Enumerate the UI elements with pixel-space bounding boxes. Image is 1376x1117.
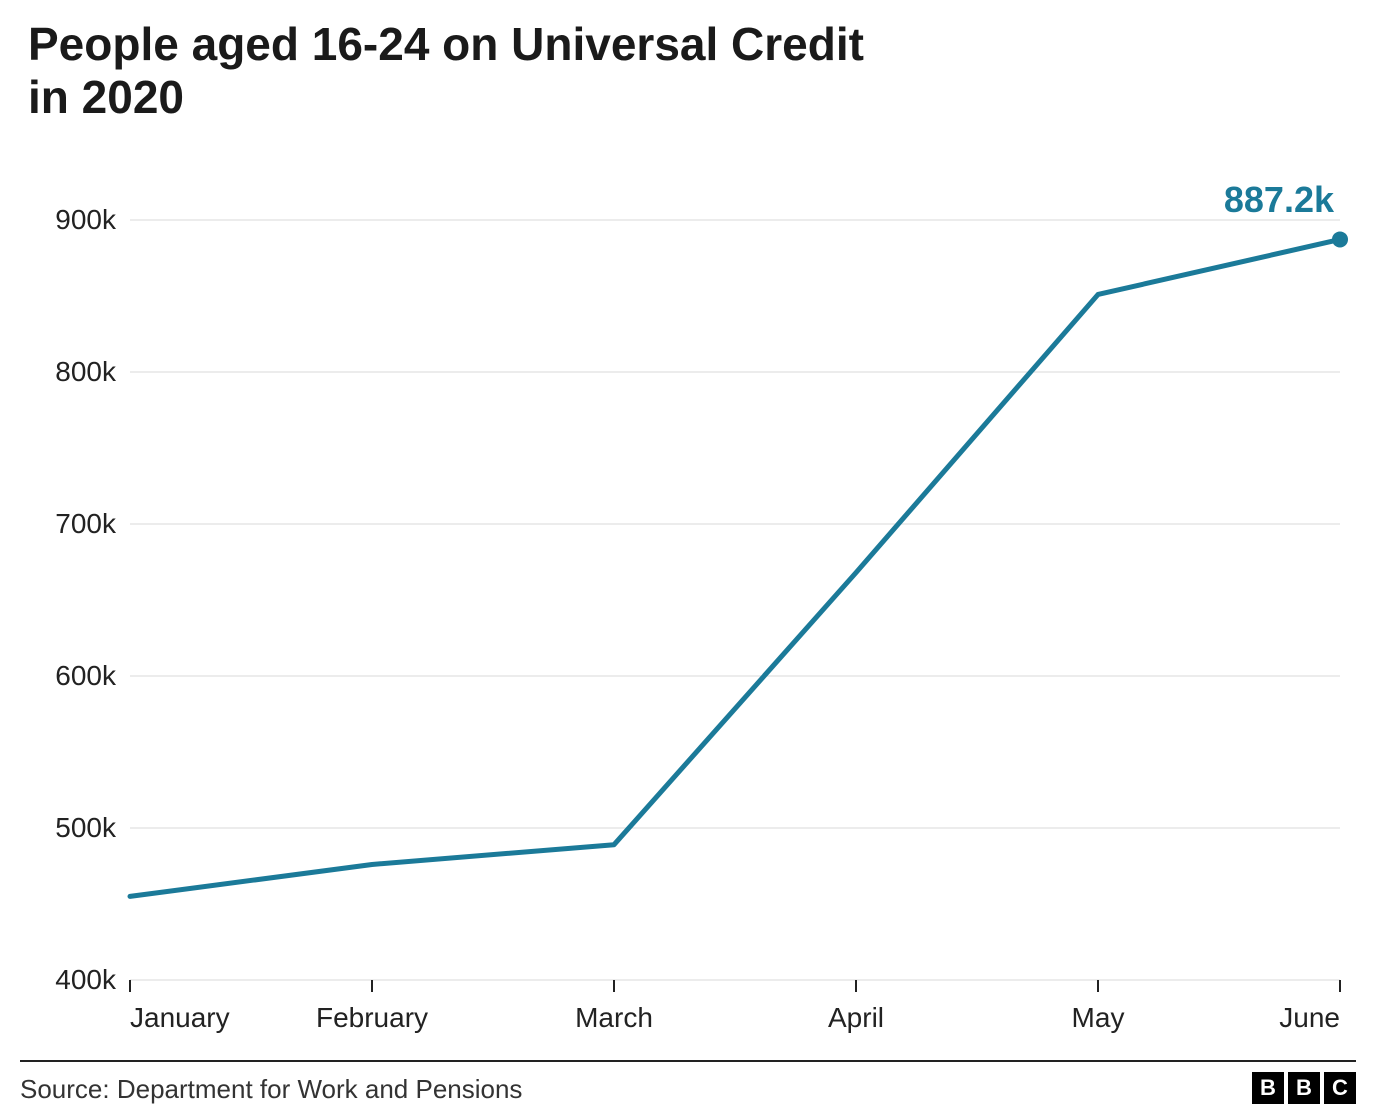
- y-tick-label: 500k: [55, 812, 116, 844]
- chart-container: People aged 16-24 on Universal Credit in…: [0, 0, 1376, 1117]
- y-tick-label: 400k: [55, 964, 116, 996]
- y-tick-label: 900k: [55, 204, 116, 236]
- y-tick-label: 700k: [55, 508, 116, 540]
- y-tick-label: 600k: [55, 660, 116, 692]
- x-tick-label: April: [828, 1002, 884, 1034]
- x-tick-label: March: [575, 1002, 653, 1034]
- chart-svg: [0, 0, 1376, 1117]
- footer-divider: [20, 1060, 1356, 1062]
- bbc-logo: BBC: [1252, 1072, 1356, 1104]
- x-tick-label: January: [130, 1002, 230, 1034]
- x-tick-label: June: [1279, 1002, 1340, 1034]
- x-tick-label: February: [316, 1002, 428, 1034]
- bbc-logo-box: B: [1288, 1072, 1320, 1104]
- bbc-logo-box: C: [1324, 1072, 1356, 1104]
- x-tick-label: May: [1072, 1002, 1125, 1034]
- bbc-logo-box: B: [1252, 1072, 1284, 1104]
- y-tick-label: 800k: [55, 356, 116, 388]
- end-value-annotation: 887.2k: [1224, 179, 1334, 221]
- end-marker: [1332, 231, 1348, 247]
- source-text: Source: Department for Work and Pensions: [20, 1074, 522, 1105]
- data-line: [130, 239, 1340, 896]
